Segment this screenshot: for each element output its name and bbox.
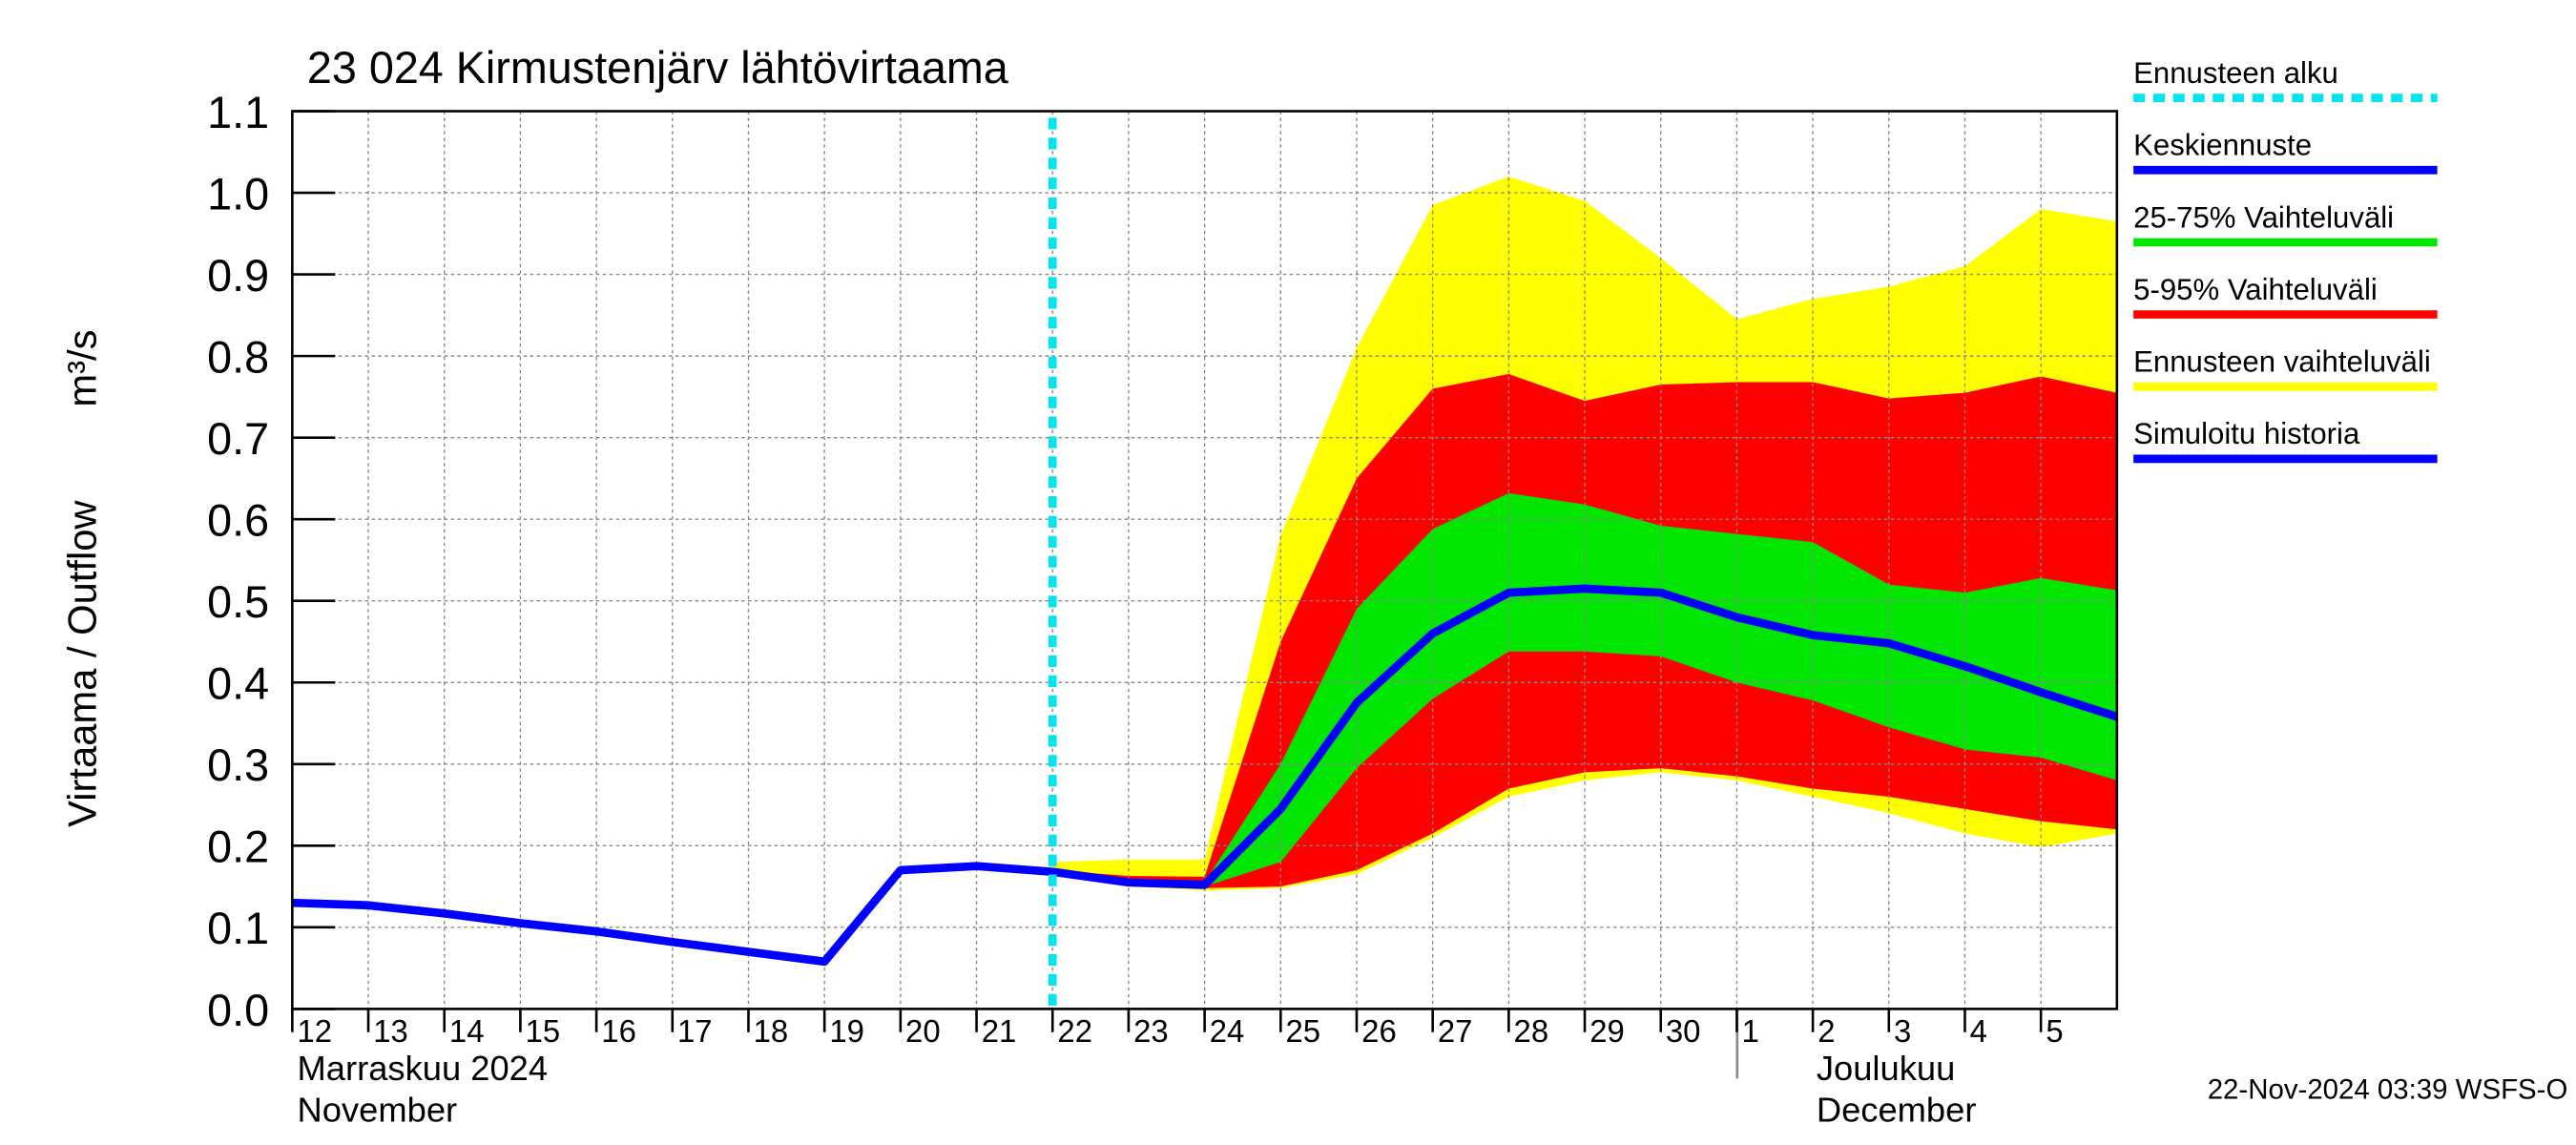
line-series bbox=[292, 862, 1053, 967]
x-tick-label: 13 bbox=[373, 1013, 408, 1049]
x-tick-label: 23 bbox=[1133, 1013, 1169, 1049]
x-tick-label: 15 bbox=[526, 1013, 561, 1049]
footer: 22-Nov-2024 03:39 WSFS-O bbox=[2208, 1073, 2568, 1105]
x-tick-label: 22 bbox=[1057, 1013, 1092, 1049]
legend-label: Ennusteen alku bbox=[2133, 56, 2338, 90]
x-tick-label: 12 bbox=[298, 1013, 333, 1049]
legend-label: Keskiennuste bbox=[2133, 129, 2312, 162]
y-tick-label: 0.7 bbox=[207, 414, 269, 464]
y-tick-label: 0.3 bbox=[207, 740, 269, 790]
x-tick-label: 29 bbox=[1589, 1013, 1625, 1049]
x-tick-label: 4 bbox=[1970, 1013, 1987, 1049]
y-tick-label: 1.1 bbox=[207, 88, 269, 137]
x-tick-label: 1 bbox=[1742, 1013, 1759, 1049]
y-unit: m³/s bbox=[59, 330, 104, 407]
y-tick-label: 0.5 bbox=[207, 577, 269, 627]
x-tick-label: 18 bbox=[754, 1013, 789, 1049]
y-tick-label: 0.4 bbox=[207, 659, 269, 709]
y-tick-label: 0.9 bbox=[207, 251, 269, 301]
band-area bbox=[1052, 492, 2117, 887]
x-tick-label: 14 bbox=[449, 1013, 485, 1049]
x-tick-label: 24 bbox=[1210, 1013, 1245, 1049]
x-tick-label: 17 bbox=[677, 1013, 713, 1049]
month-label: Marraskuu 2024 bbox=[298, 1049, 549, 1088]
plot-frame bbox=[291, 110, 2119, 1010]
x-tick-label: 25 bbox=[1285, 1013, 1320, 1049]
legend-label: 5-95% Vaihteluväli bbox=[2133, 273, 2378, 306]
x-tick-label: 2 bbox=[1818, 1013, 1835, 1049]
legend-label: 25-75% Vaihteluväli bbox=[2133, 200, 2394, 234]
chart-title: 23 024 Kirmustenjärv lähtövirtaama bbox=[307, 43, 1009, 93]
y-label: Virtaama / Outflow bbox=[59, 499, 104, 826]
x-tick-label: 21 bbox=[982, 1013, 1017, 1049]
legend-label: Ennusteen vaihteluväli bbox=[2133, 344, 2431, 378]
x-tick-label: 26 bbox=[1361, 1013, 1397, 1049]
y-tick-label: 0.2 bbox=[207, 822, 269, 872]
month-label: December bbox=[1817, 1091, 1977, 1130]
y-tick-label: 0.6 bbox=[207, 495, 269, 545]
x-tick-label: 5 bbox=[2046, 1013, 2063, 1049]
x-tick-label: 16 bbox=[601, 1013, 636, 1049]
x-tick-label: 19 bbox=[829, 1013, 864, 1049]
x-tick-label: 28 bbox=[1514, 1013, 1549, 1049]
x-tick-label: 30 bbox=[1666, 1013, 1701, 1049]
x-tick-label: 27 bbox=[1438, 1013, 1473, 1049]
legend-label: Simuloitu historia bbox=[2133, 417, 2360, 450]
x-tick-label: 20 bbox=[905, 1013, 941, 1049]
month-label: November bbox=[298, 1091, 458, 1130]
y-tick-label: 0.8 bbox=[207, 332, 269, 382]
month-label: Joulukuu bbox=[1817, 1049, 1955, 1088]
x-tick-label: 3 bbox=[1894, 1013, 1911, 1049]
y-tick-label: 0.1 bbox=[207, 904, 269, 953]
y-tick-label: 1.0 bbox=[207, 169, 269, 219]
y-tick-label: 0.0 bbox=[207, 986, 269, 1035]
line-series bbox=[1051, 584, 2119, 889]
